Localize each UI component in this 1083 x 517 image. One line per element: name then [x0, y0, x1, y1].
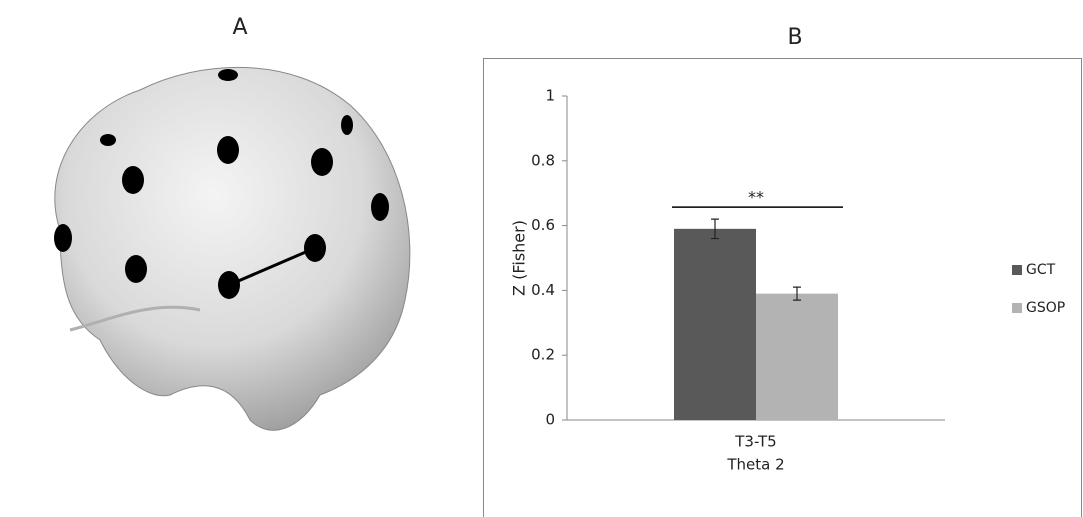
panel-label: A: [232, 15, 247, 40]
error-bar: [793, 286, 801, 301]
electrode: [311, 148, 333, 176]
connection: [228, 246, 316, 287]
electrode: [54, 224, 72, 252]
legend-label: GSOP: [1026, 300, 1065, 316]
y-tick-label: 0: [545, 411, 555, 429]
brain-illustration: [54, 66, 411, 431]
x-axis-label: Theta 2: [726, 456, 784, 474]
error-bar: [711, 218, 719, 240]
electrode: [218, 69, 238, 81]
brain-shape: [54, 66, 411, 431]
bar: [674, 228, 756, 420]
brain-fold: [69, 305, 201, 332]
y-tick-label: 0.6: [531, 216, 555, 234]
y-axis-label: Z (Fisher): [510, 220, 529, 296]
bar-chart: 0 0.2 0.4 0.6 0.8 1 Z (Fisher) T3-T5 ** Theta 2 GC…: [510, 87, 1066, 474]
y-tick-label: 0.4: [531, 281, 555, 299]
chart-frame: [483, 58, 1082, 517]
electrode: [341, 115, 353, 135]
y-tick-label: 0.8: [531, 151, 555, 169]
panel-label: B: [787, 25, 802, 50]
x-tick-label: T3-T5: [734, 433, 776, 451]
y-tick-label: 0.2: [531, 346, 555, 364]
legend-swatch: [1012, 303, 1022, 313]
electrode: [371, 193, 389, 221]
y-tick-label: 1: [545, 87, 555, 105]
electrode: [217, 136, 239, 164]
electrode: [122, 166, 144, 194]
bar: [756, 293, 838, 420]
electrode: [100, 134, 116, 146]
electrodes: [54, 69, 389, 299]
significance-annotation: **: [748, 188, 764, 207]
legend-label: GCT: [1026, 262, 1056, 278]
electrode: [125, 255, 147, 283]
legend-swatch: [1012, 265, 1022, 275]
